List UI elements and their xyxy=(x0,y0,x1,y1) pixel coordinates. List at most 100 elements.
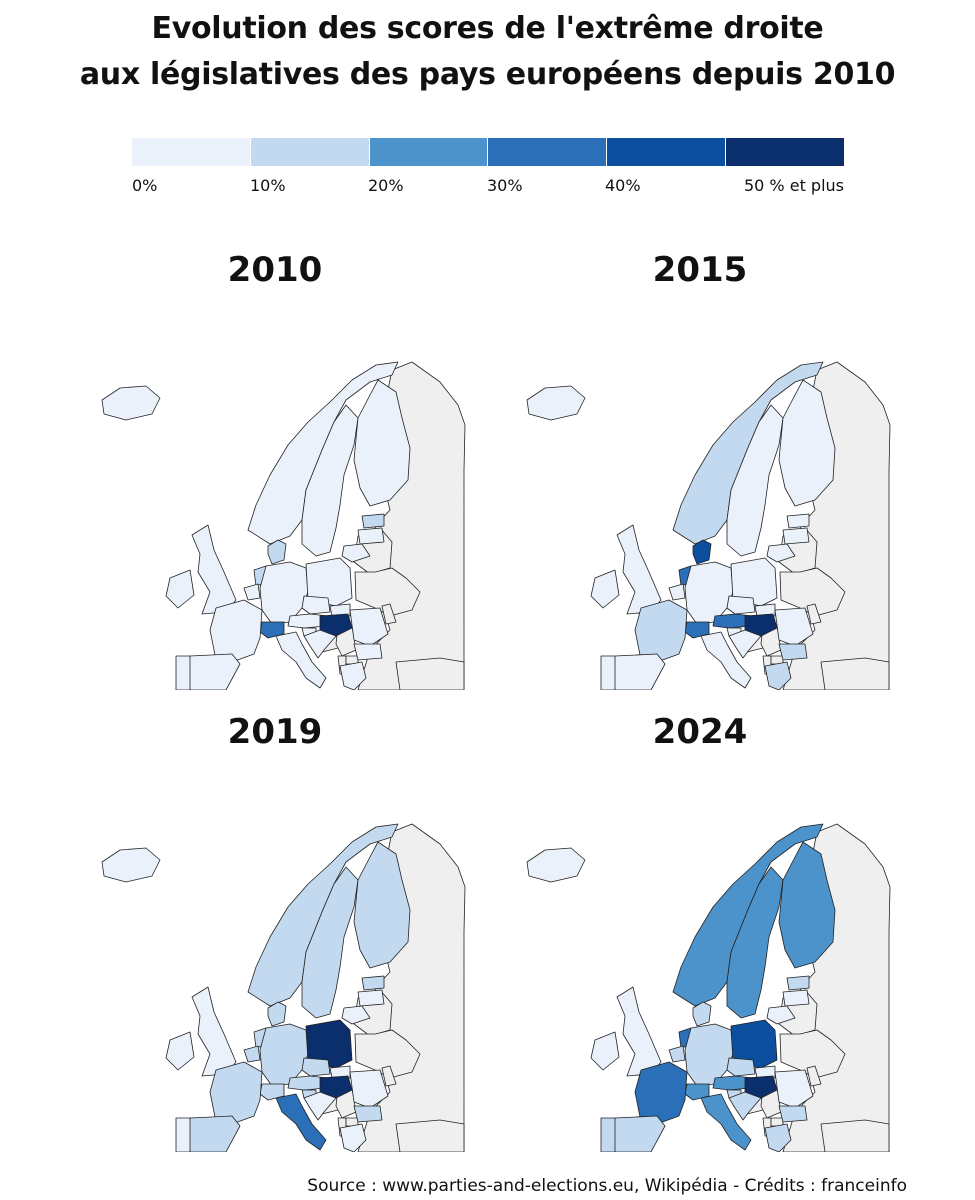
country-ua xyxy=(354,567,421,617)
country-ee xyxy=(786,975,810,991)
country-pt xyxy=(175,1117,191,1152)
country-es xyxy=(612,653,666,690)
title-line-1: Evolution des scores de l'extrême droite xyxy=(151,11,824,46)
country-pt xyxy=(600,1117,616,1152)
country-is xyxy=(101,847,161,883)
country-pt xyxy=(600,655,616,690)
europe-map-2015 xyxy=(526,361,891,690)
legend-swatch-0 xyxy=(132,138,251,166)
country-fi xyxy=(353,379,411,507)
map-panel-2024: 2024 xyxy=(465,712,935,1152)
country-bg xyxy=(778,1105,808,1123)
country-hr xyxy=(728,629,762,659)
country-pt xyxy=(175,655,191,690)
country-fi xyxy=(778,379,836,507)
country-sk xyxy=(329,603,351,617)
map-panel-2010: 2010 xyxy=(40,250,510,690)
country-cz xyxy=(301,595,331,615)
country-es xyxy=(187,1115,241,1152)
country-ee xyxy=(361,975,385,991)
country-ie xyxy=(165,569,195,609)
country-lt xyxy=(341,543,371,563)
legend-label: 30% xyxy=(487,176,523,195)
country-be xyxy=(243,1045,261,1063)
legend-labels: 0% 10% 20% 30% 40% 50 % et plus xyxy=(132,176,844,198)
country-gr xyxy=(339,661,367,690)
country-ua xyxy=(354,1029,421,1079)
country-fr xyxy=(209,1061,263,1125)
country-se xyxy=(726,404,784,557)
chart-title: Evolution des scores de l'extrême droite… xyxy=(0,6,975,98)
country-hu xyxy=(319,613,353,637)
europe-map-2019 xyxy=(101,823,466,1152)
legend-color-bar xyxy=(132,138,844,166)
country-dk xyxy=(267,539,287,565)
country-se xyxy=(301,404,359,557)
country-cz xyxy=(301,1057,331,1077)
country-lv xyxy=(782,989,810,1007)
map-year-title: 2019 xyxy=(227,712,323,752)
country-sk xyxy=(329,1065,351,1079)
legend-label: 40% xyxy=(605,176,641,195)
country-lv xyxy=(357,989,385,1007)
country-hu xyxy=(744,613,778,637)
country-tr xyxy=(820,1119,890,1152)
country-dk xyxy=(267,1001,287,1027)
country-be xyxy=(243,583,261,601)
country-ro xyxy=(349,1069,389,1109)
country-ee xyxy=(786,513,810,529)
country-sk xyxy=(754,1065,776,1079)
country-bg xyxy=(353,643,383,661)
map-panel-2019: 2019 xyxy=(40,712,510,1152)
country-gb xyxy=(191,524,237,615)
country-ee xyxy=(361,513,385,529)
map-year-title: 2015 xyxy=(652,250,748,290)
country-ro xyxy=(349,607,389,647)
country-cz xyxy=(726,1057,756,1077)
source-credits: Source : www.parties-and-elections.eu, W… xyxy=(307,1176,907,1196)
country-gr xyxy=(764,1123,792,1152)
country-hr xyxy=(303,1091,337,1121)
country-it xyxy=(700,1093,752,1151)
country-gb xyxy=(616,986,662,1077)
country-ua xyxy=(779,1029,846,1079)
country-fi xyxy=(353,841,411,969)
country-hu xyxy=(319,1075,353,1099)
country-bg xyxy=(353,1105,383,1123)
country-lt xyxy=(766,1005,796,1025)
legend-swatch-2 xyxy=(369,138,489,166)
country-it xyxy=(275,1093,327,1151)
europe-map-2024 xyxy=(526,823,891,1152)
map-year-title: 2010 xyxy=(227,250,323,290)
title-line-2: aux législatives des pays européens depu… xyxy=(79,57,896,92)
country-es xyxy=(612,1115,666,1152)
legend-swatch-4 xyxy=(607,138,727,166)
country-hu xyxy=(744,1075,778,1099)
country-cz xyxy=(726,595,756,615)
country-dk xyxy=(692,539,712,565)
country-lv xyxy=(357,527,385,545)
country-be xyxy=(668,583,686,601)
country-it xyxy=(275,631,327,689)
country-gb xyxy=(616,524,662,615)
country-md xyxy=(381,603,397,625)
country-ro xyxy=(774,607,814,647)
legend-swatch-5 xyxy=(726,138,844,166)
country-it xyxy=(700,631,752,689)
country-md xyxy=(806,603,822,625)
country-se xyxy=(726,866,784,1019)
legend-label: 0% xyxy=(132,176,158,195)
country-bg xyxy=(778,643,808,661)
legend-label: 20% xyxy=(368,176,404,195)
country-fr xyxy=(634,599,688,663)
country-fr xyxy=(634,1061,688,1125)
country-ie xyxy=(165,1031,195,1071)
map-panel-2015: 2015 xyxy=(465,250,935,690)
country-gr xyxy=(764,661,792,690)
country-gr xyxy=(339,1123,367,1152)
legend-swatch-3 xyxy=(488,138,608,166)
country-is xyxy=(526,385,586,421)
country-is xyxy=(101,385,161,421)
country-ua xyxy=(779,567,846,617)
country-lt xyxy=(341,1005,371,1025)
